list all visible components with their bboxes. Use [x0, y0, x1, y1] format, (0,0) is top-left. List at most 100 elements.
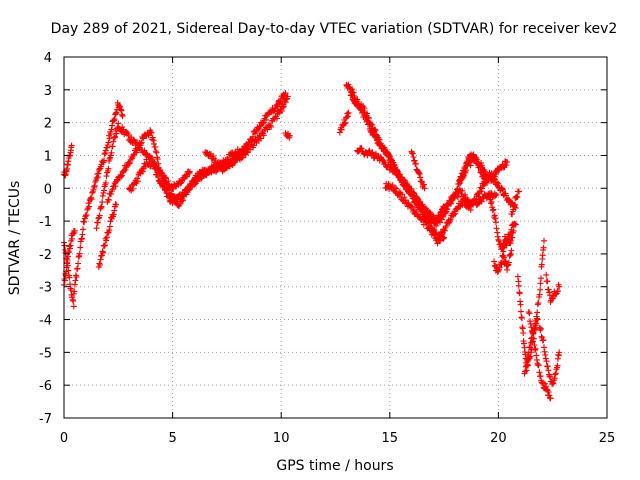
data-point [93, 225, 100, 232]
data-point [72, 272, 79, 279]
data-point [241, 149, 248, 155]
data-point [541, 344, 547, 351]
data-point [533, 320, 540, 327]
data-point [492, 219, 499, 226]
data-point [110, 211, 117, 218]
data-point [530, 327, 537, 334]
data-point [481, 172, 488, 179]
data-point [102, 147, 109, 154]
data-point [539, 252, 546, 259]
data-point [213, 167, 220, 174]
data-point [525, 349, 532, 356]
data-point [493, 225, 500, 232]
data-point [541, 380, 548, 387]
data-point [117, 106, 124, 113]
data-point [108, 126, 115, 133]
y-tick-label: -3 [39, 281, 52, 296]
data-point [98, 203, 105, 210]
data-point [416, 170, 423, 177]
data-point [69, 235, 76, 242]
data-point [91, 182, 98, 189]
data-point [553, 291, 560, 298]
data-point [452, 210, 459, 217]
data-point [555, 288, 561, 294]
data-point [83, 212, 90, 218]
data-point [527, 321, 534, 327]
data-point [200, 170, 206, 177]
data-point [130, 152, 137, 159]
data-point [274, 103, 281, 110]
data-points [61, 81, 563, 402]
data-point [526, 310, 533, 317]
data-point [533, 352, 540, 359]
data-point [478, 185, 485, 192]
data-point [504, 266, 511, 273]
data-point [284, 93, 291, 100]
data-point [478, 198, 485, 205]
data-point [118, 173, 125, 180]
data-point [224, 156, 231, 163]
data-point [105, 165, 112, 172]
data-point [440, 235, 447, 242]
data-point [151, 159, 158, 166]
data-point [537, 280, 544, 287]
data-point [507, 251, 514, 258]
data-point [409, 150, 416, 157]
data-point [111, 116, 118, 123]
data-point [101, 151, 108, 158]
data-point [516, 188, 523, 195]
data-point [143, 156, 150, 163]
data-point [418, 178, 425, 185]
data-point [478, 188, 485, 195]
data-point [428, 225, 435, 231]
data-point [393, 185, 400, 192]
data-point [94, 219, 101, 226]
data-point [430, 212, 437, 219]
data-point [411, 157, 418, 164]
data-point [103, 234, 110, 241]
y-tick-label: 3 [44, 84, 52, 99]
data-point [232, 157, 239, 164]
data-point [344, 113, 351, 120]
data-point [533, 356, 540, 363]
data-point [112, 133, 119, 140]
data-point [376, 136, 383, 143]
data-point [273, 115, 280, 122]
data-point [538, 275, 544, 282]
data-point [509, 211, 516, 218]
data-point [383, 148, 390, 155]
data-point [542, 352, 549, 358]
data-point [508, 237, 515, 244]
y-tick-label: -5 [39, 346, 52, 361]
data-point [216, 160, 223, 167]
data-point [111, 117, 117, 124]
data-point [408, 186, 415, 192]
data-point [138, 139, 145, 146]
data-point [540, 337, 547, 343]
data-point [86, 203, 93, 210]
data-point [278, 108, 285, 114]
data-point [538, 261, 545, 268]
data-point [95, 170, 102, 177]
data-point [373, 131, 380, 138]
data-point [540, 244, 547, 251]
data-point [98, 252, 105, 259]
y-tick-label: 0 [44, 182, 52, 197]
data-point [286, 132, 293, 139]
data-point [514, 194, 521, 200]
data-point [463, 160, 470, 167]
data-point [82, 213, 89, 220]
data-point [450, 211, 457, 218]
data-point [151, 140, 157, 147]
data-point [544, 363, 551, 370]
data-point [282, 90, 289, 97]
data-point [105, 230, 112, 236]
data-point [504, 262, 511, 269]
data-point [345, 81, 352, 88]
y-tick-label: 4 [44, 51, 52, 66]
data-point [552, 371, 559, 378]
data-point [547, 395, 554, 402]
data-point [106, 223, 113, 230]
data-point [109, 186, 116, 193]
data-point [61, 277, 68, 284]
